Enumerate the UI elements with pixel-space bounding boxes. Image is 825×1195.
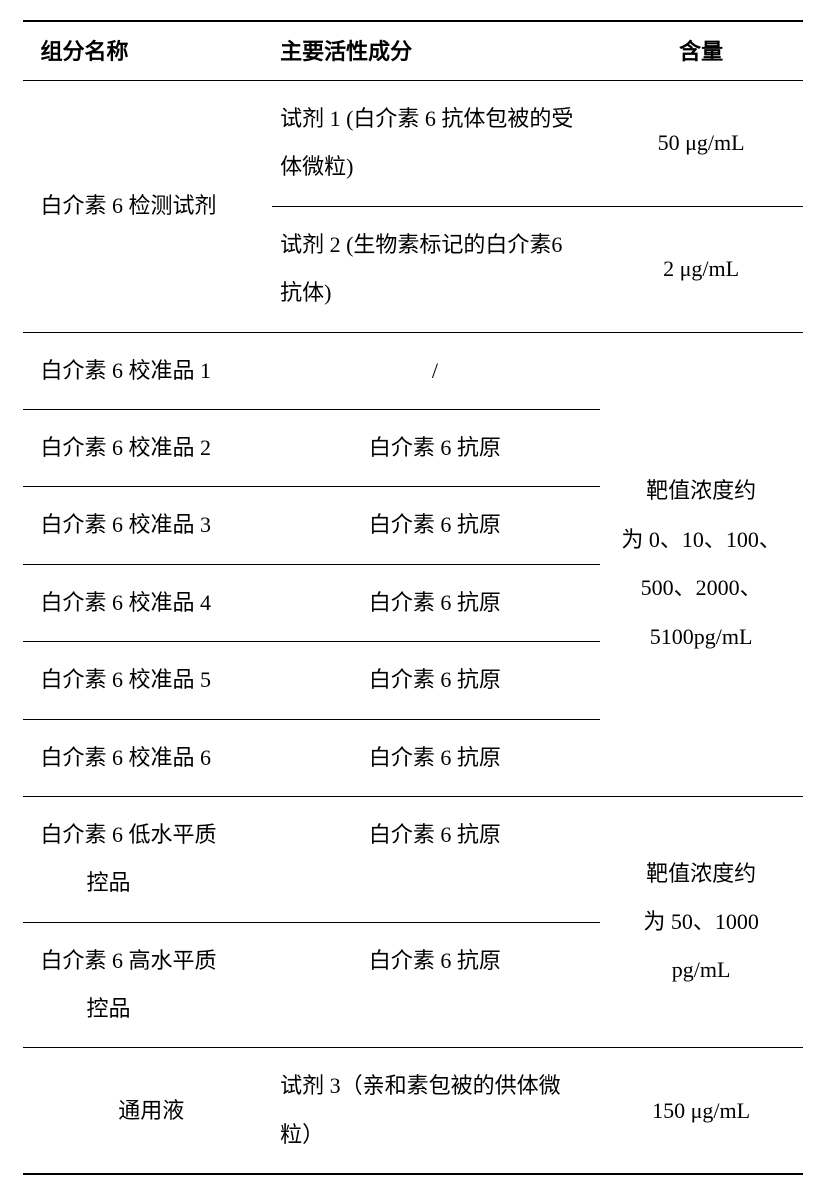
component-name: 白介素 6 校准品 2: [23, 409, 273, 486]
component-name: 白介素 6 校准品 4: [23, 564, 273, 641]
reagent-table-container: 组分名称 主要活性成分 含量 白介素 6 检测试剂 试剂 1 (白介素 6 抗体…: [23, 20, 803, 1175]
table-row: 白介素 6 检测试剂 试剂 1 (白介素 6 抗体包被的受体微粒) 50 μg/…: [23, 81, 803, 207]
component-name: 白介素 6 低水平质 控品: [23, 796, 273, 922]
amount-line: 500、2000、: [610, 564, 793, 612]
amount-line: 5100pg/mL: [610, 613, 793, 661]
header-component-name: 组分名称: [23, 21, 273, 81]
amount-line: 靶值浓度约: [610, 467, 793, 515]
component-name: 通用液: [23, 1048, 273, 1174]
active-ingredient: 白介素 6 抗原: [272, 564, 600, 641]
active-ingredient: 白介素 6 抗原: [272, 642, 600, 719]
header-active-ingredient: 主要活性成分: [272, 21, 600, 81]
name-line: 白介素 6 高水平质: [41, 937, 263, 985]
header-amount: 含量: [600, 21, 803, 81]
table-row: 通用液 试剂 3（亲和素包被的供体微粒） 150 μg/mL: [23, 1048, 803, 1174]
active-ingredient: /: [272, 332, 600, 409]
table-row: 白介素 6 校准品 1 / 靶值浓度约 为 0、10、100、 500、2000…: [23, 332, 803, 409]
amount-line: pg/mL: [610, 946, 793, 994]
name-line: 控品: [41, 859, 263, 907]
component-name: 白介素 6 高水平质 控品: [23, 922, 273, 1048]
amount-range: 靶值浓度约 为 0、10、100、 500、2000、 5100pg/mL: [600, 332, 803, 796]
header-row: 组分名称 主要活性成分 含量: [23, 21, 803, 81]
active-ingredient: 白介素 6 抗原: [272, 409, 600, 486]
component-name: 白介素 6 校准品 5: [23, 642, 273, 719]
active-ingredient: 白介素 6 抗原: [272, 922, 600, 1048]
component-name: 白介素 6 校准品 6: [23, 719, 273, 796]
component-name: 白介素 6 校准品 1: [23, 332, 273, 409]
component-name: 白介素 6 校准品 3: [23, 487, 273, 564]
amount: 2 μg/mL: [600, 206, 803, 332]
reagent-table: 组分名称 主要活性成分 含量 白介素 6 检测试剂 试剂 1 (白介素 6 抗体…: [23, 20, 803, 1175]
amount-line: 为 0、10、100、: [610, 516, 793, 564]
name-line: 控品: [41, 985, 263, 1033]
amount-range: 靶值浓度约 为 50、1000 pg/mL: [600, 796, 803, 1048]
active-ingredient: 白介素 6 抗原: [272, 487, 600, 564]
active-ingredient: 试剂 1 (白介素 6 抗体包被的受体微粒): [272, 81, 600, 207]
component-name: 白介素 6 检测试剂: [23, 81, 273, 333]
active-ingredient: 白介素 6 抗原: [272, 719, 600, 796]
amount-line: 为 50、1000: [610, 898, 793, 946]
table-row: 白介素 6 低水平质 控品 白介素 6 抗原 靶值浓度约 为 50、1000 p…: [23, 796, 803, 922]
amount-line: 靶值浓度约: [610, 850, 793, 898]
amount: 150 μg/mL: [600, 1048, 803, 1174]
active-ingredient: 试剂 2 (生物素标记的白介素6 抗体): [272, 206, 600, 332]
active-ingredient: 白介素 6 抗原: [272, 796, 600, 922]
name-line: 白介素 6 低水平质: [41, 811, 263, 859]
amount: 50 μg/mL: [600, 81, 803, 207]
active-ingredient: 试剂 3（亲和素包被的供体微粒）: [272, 1048, 600, 1174]
